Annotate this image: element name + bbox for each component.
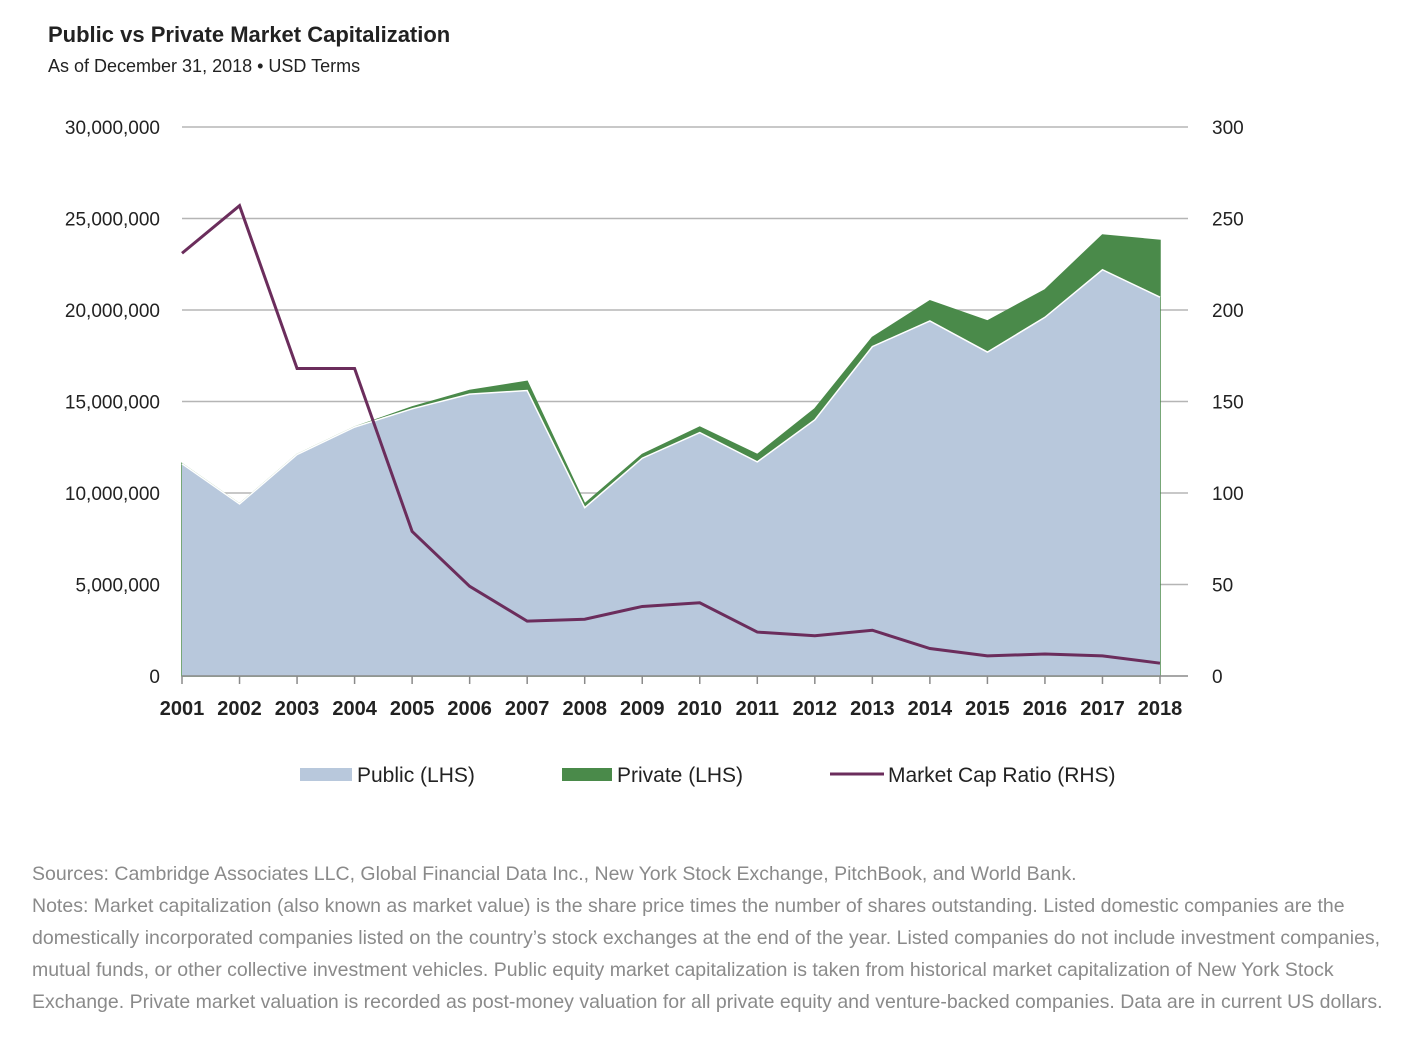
x-tick-label: 2007 <box>505 698 550 720</box>
legend-swatch-public <box>300 768 352 781</box>
public-area-edge <box>181 268 1161 509</box>
x-tick-label: 2002 <box>217 698 262 720</box>
sources-note: Sources: Cambridge Associates LLC, Globa… <box>32 863 1077 885</box>
tick-labels: 0 0 5,000,000 50 10,000,000 100 15,000,000 150 2… <box>65 118 1244 720</box>
y-left-tick-label: 30,000,000 <box>65 118 160 139</box>
legend-swatch-private <box>562 768 612 781</box>
chart-subtitle: As of December 31, 2018 • USD Terms <box>48 56 361 76</box>
x-tick-label: 2006 <box>447 698 492 720</box>
x-tick-label: 2005 <box>390 698 435 720</box>
y-right-tick-label: 150 <box>1212 393 1244 414</box>
x-tick-label: 2012 <box>793 698 838 720</box>
chart-footnotes: Sources: Cambridge Associates LLC, Globa… <box>32 858 1402 1018</box>
axes <box>181 675 1188 684</box>
x-tick-label: 2010 <box>678 698 723 720</box>
y-left-tick-label: 20,000,000 <box>65 301 160 322</box>
market-cap-chart: 0 0 5,000,000 50 10,000,000 100 15,000,000 150 2… <box>65 118 1244 787</box>
chart-title: Public vs Private Market Capitalization <box>48 22 451 47</box>
x-tick-label: 2011 <box>736 698 779 720</box>
x-tick-label: 2008 <box>562 698 607 720</box>
legend-label-private: Private (LHS) <box>617 764 743 787</box>
line-series <box>181 203 1161 665</box>
y-right-tick-label: 0 <box>1212 667 1223 688</box>
y-left-tick-label: 25,000,000 <box>65 210 160 231</box>
x-tick-label: 2001 <box>160 698 205 720</box>
x-tick-label: 2016 <box>1023 698 1068 720</box>
x-tick-label: 2018 <box>1138 698 1183 720</box>
legend: Public (LHS) Private (LHS) Market Cap Rati… <box>300 764 1116 787</box>
y-left-tick-label: 10,000,000 <box>65 484 160 505</box>
y-right-tick-label: 250 <box>1212 210 1244 231</box>
x-tick-label: 2015 <box>965 698 1010 720</box>
x-tick-label: 2013 <box>850 698 895 720</box>
x-tick-label: 2004 <box>332 698 377 720</box>
y-right-tick-label: 200 <box>1212 301 1244 322</box>
y-right-tick-label: 100 <box>1212 484 1244 505</box>
y-left-tick-label: 15,000,000 <box>65 393 160 414</box>
notes-text: Notes: Market capitalization (also known… <box>32 895 1383 1013</box>
x-tick-label: 2017 <box>1080 698 1125 720</box>
market-cap-ratio-line <box>181 203 1161 665</box>
legend-label-ratio: Market Cap Ratio (RHS) <box>888 764 1116 787</box>
legend-label-public: Public (LHS) <box>357 764 475 787</box>
x-tick-label: 2003 <box>275 698 320 720</box>
y-left-tick-label: 0 <box>149 667 160 688</box>
y-left-tick-label: 5,000,000 <box>75 576 160 597</box>
y-right-tick-label: 50 <box>1212 576 1233 597</box>
public-area <box>182 269 1160 676</box>
area-series <box>181 234 1161 677</box>
x-tick-label: 2009 <box>620 698 665 720</box>
y-right-tick-label: 300 <box>1212 118 1244 139</box>
x-tick-label: 2014 <box>908 698 953 720</box>
